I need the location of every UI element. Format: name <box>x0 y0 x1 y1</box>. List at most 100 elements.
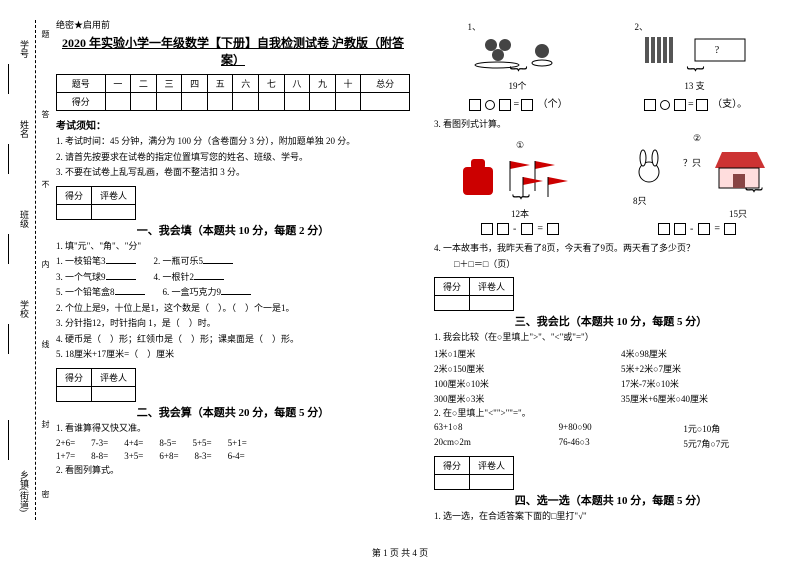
fig2-unit: （支）。 <box>712 99 747 110</box>
fig-top-row: 1、 ︸ 19个 = （个） 2、 <box>434 20 788 114</box>
sym2: ② <box>627 133 767 144</box>
blank <box>203 255 233 264</box>
ev4-c2: 评卷人 <box>470 457 514 475</box>
calc-row-2: 1+7= 8-8= 3+5= 6+8= 8-3= 6-4= <box>56 451 410 461</box>
secret-label: 绝密★启用前 <box>56 18 410 31</box>
s1-q5: 5. 18厘米+17厘米=（ ）厘米 <box>56 348 410 362</box>
s3-q1: 1. 我会比较（在○里填上">"、"<"或"="） <box>434 331 788 345</box>
s1-q4: 4. 硬币是（ ）形；红领巾是（ ）形；课桌面是（ ）形。 <box>56 333 410 347</box>
exam-title: 2020 年实验小学一年级数学【下册】自我检测试卷 沪教版（附答案） <box>56 34 410 68</box>
st-h11: 总分 <box>361 75 410 93</box>
st-h0: 题号 <box>57 75 106 93</box>
st-h2: 二 <box>131 75 157 93</box>
s2-q1: 1. 看谁算得又快又准。 <box>56 422 410 436</box>
fig1-unit: （个） <box>538 99 568 110</box>
cg1-4: 100厘米○10米 <box>434 377 601 390</box>
c1-4: 5+5= <box>192 438 211 448</box>
q4-text: 4. 一本故事书，我昨天看了8页，今天看了9页。两天看了多少页？ <box>434 242 788 256</box>
c2-1: 8-8= <box>91 451 108 461</box>
page: 学号 姓名 班级 学校 乡镇(街道) 题 答 不 内 线 封 密 绝密★启用前 … <box>0 0 800 540</box>
figure-3b: ② ？只 8只 ︸ 15只 - = <box>627 133 767 238</box>
fig2-count: 13 支 <box>635 79 755 92</box>
c2-4: 8-3= <box>195 451 212 461</box>
s1-q1-row1: 1. 一枝铅笔3 2. 一瓶可乐5 <box>56 255 410 269</box>
cg1-1: 4米○98厘米 <box>621 347 788 360</box>
st-v0: 得分 <box>57 93 106 111</box>
cg1-5: 17米-7米○10米 <box>621 377 788 390</box>
fig1-count: 19个 <box>467 79 567 92</box>
cg1-2: 2米○150厘米 <box>434 362 601 375</box>
st-h5: 五 <box>207 75 233 93</box>
right-column: 1、 ︸ 19个 = （个） 2、 <box>422 0 800 540</box>
left-column: 绝密★启用前 2020 年实验小学一年级数学【下册】自我检测试卷 沪教版（附答案… <box>50 0 422 540</box>
st-h6: 六 <box>233 75 259 93</box>
st-v2 <box>131 93 157 111</box>
fig2-boxes: = （支）。 <box>635 95 755 111</box>
st-v9 <box>310 93 336 111</box>
qmark: ? <box>714 45 719 56</box>
s4-q1: 1. 选一选，在合适答案下面的□里打"√" <box>434 510 788 524</box>
blank <box>115 286 145 295</box>
st-v10 <box>335 93 361 111</box>
ev2-b2 <box>92 386 136 401</box>
st-v6 <box>233 93 259 111</box>
bind-u0 <box>8 64 9 94</box>
fig1-boxes: = （个） <box>467 95 567 111</box>
cut-3: 内 <box>40 260 51 268</box>
st-h1: 一 <box>105 75 131 93</box>
ev1-c1: 得分 <box>57 186 92 204</box>
blank <box>106 255 136 264</box>
bind-u4 <box>8 420 9 460</box>
fig3b-c1: 8只 <box>633 194 647 207</box>
bind-f4: 乡镇(街道) <box>18 470 31 512</box>
eval-table-4: 得分评卷人 <box>434 456 514 490</box>
s1-q3: 3. 分针指12，时针指向 1，是（ ）时。 <box>56 317 410 331</box>
notice-heading: 考试须知： <box>56 117 410 132</box>
s1-q2: 2. 个位上是9，十位上是1，这个数是（ ）。（ ）个一是1。 <box>56 302 410 316</box>
st-v11 <box>361 93 410 111</box>
s1-q1-row3: 5. 一个铅笔盒8 6. 一盒巧克力9 <box>56 286 410 300</box>
fig3b-c2: 15只 <box>627 207 767 220</box>
cg2-0: 63+1○8 <box>434 422 539 435</box>
st-h3: 三 <box>156 75 182 93</box>
score-row-header: 题号 一 二 三 四 五 六 七 八 九 十 总分 <box>57 75 410 93</box>
st-v1 <box>105 93 131 111</box>
c1-5: 5+1= <box>228 438 247 448</box>
ev2-b1 <box>57 386 92 401</box>
cg2-2: 1元○10角 <box>683 422 788 435</box>
ev1-c2: 评卷人 <box>92 186 136 204</box>
ev2-c1: 得分 <box>57 368 92 386</box>
eval-table-3: 得分评卷人 <box>434 277 514 311</box>
eval-table-1: 得分评卷人 <box>56 186 136 220</box>
st-v3 <box>156 93 182 111</box>
st-h10: 十 <box>335 75 361 93</box>
score-row-values: 得分 <box>57 93 410 111</box>
ev1-b1 <box>57 204 92 219</box>
fig3b-q: ？只 <box>683 158 701 168</box>
c2-0: 1+7= <box>56 451 75 461</box>
page-footer: 第 1 页 共 4 页 <box>0 546 800 559</box>
fig3b-boxes: - = <box>627 223 767 235</box>
c2-2: 3+5= <box>124 451 143 461</box>
s1-q1-row2: 3. 一个气球9 4. 一根针2 <box>56 271 410 285</box>
q1-5: 5. 一个铅笔盒8 <box>56 287 115 297</box>
bind-f2: 班级 <box>18 210 31 228</box>
cg1-3: 5米+2米○7厘米 <box>621 362 788 375</box>
ev4-b2 <box>470 475 514 490</box>
ev4-b1 <box>435 475 470 490</box>
c2-5: 6-4= <box>228 451 245 461</box>
c1-0: 2+6= <box>56 438 75 448</box>
blank <box>194 271 224 280</box>
bind-u3 <box>8 324 9 354</box>
q1-6: 6. 一盒巧克力9 <box>163 287 222 297</box>
s3-q2: 2. 在○里填上"<"">""="。 <box>434 407 788 421</box>
st-v5 <box>207 93 233 111</box>
s2-q2: 2. 看图列算式。 <box>56 464 410 478</box>
st-v8 <box>284 93 310 111</box>
c2-3: 6+8= <box>159 451 178 461</box>
q1-1: 1. 一枝铅笔3 <box>56 256 106 266</box>
calc-row-1: 2+6= 7-3= 4+4= 8-5= 5+5= 5+1= <box>56 438 410 448</box>
fig-q3-row: ① ︸ 12本 - = ② <box>434 133 788 238</box>
compare-grid-1: 1米○1厘米4米○98厘米 2米○150厘米5米+2米○7厘米 100厘米○10… <box>434 347 788 405</box>
ev2-c2: 评卷人 <box>92 368 136 386</box>
